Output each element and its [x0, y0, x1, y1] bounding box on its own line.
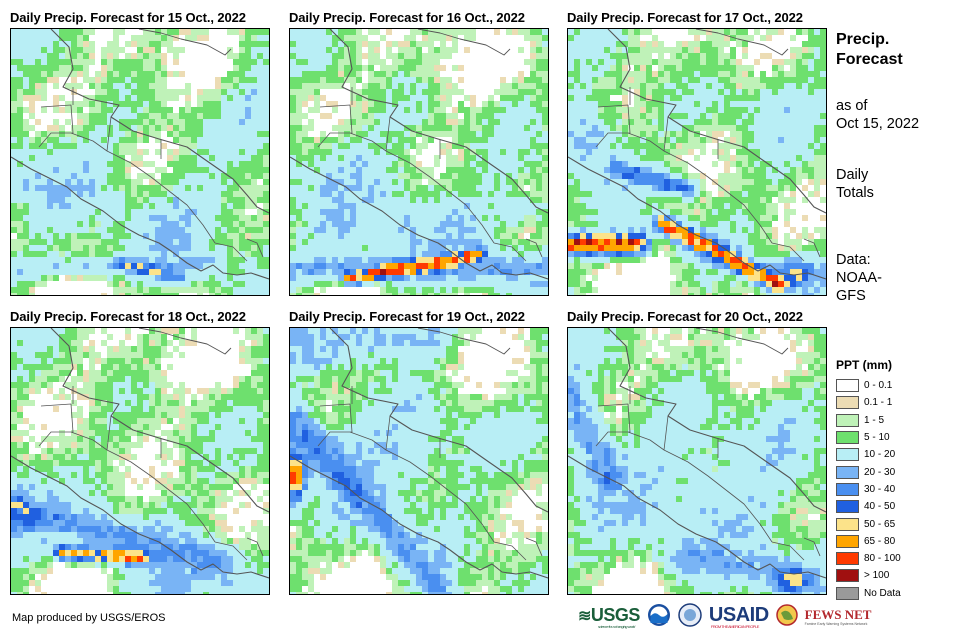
legend-item: 30 - 40	[836, 481, 966, 498]
legend-item: 50 - 65	[836, 515, 966, 532]
forecast-panel-oct20: Daily Precip. Forecast for 20 Oct., 2022	[567, 309, 827, 595]
precip-map[interactable]	[289, 327, 549, 595]
precip-map[interactable]	[567, 327, 827, 595]
fewsnet-logo: FEWS NET Famine Early Warning Systems Ne…	[804, 607, 872, 626]
legend-label: No Data	[864, 587, 901, 599]
forecast-panel-oct17: Daily Precip. Forecast for 17 Oct., 2022	[567, 10, 827, 296]
legend-item: 80 - 100	[836, 550, 966, 567]
forecast-panel-oct19: Daily Precip. Forecast for 19 Oct., 2022	[289, 309, 549, 595]
precip-map[interactable]	[289, 28, 549, 296]
legend-item: 10 - 20	[836, 446, 966, 463]
legend-label: 80 - 100	[864, 553, 901, 565]
legend-item: 0.1 - 1	[836, 394, 966, 411]
legend-swatch	[836, 552, 859, 566]
legend-swatch	[836, 413, 859, 427]
forecast-panel-oct18: Daily Precip. Forecast for 18 Oct., 2022	[10, 309, 270, 595]
legend-label: 0.1 - 1	[864, 397, 893, 409]
precip-map-svg	[568, 328, 826, 594]
panel-title: Daily Precip. Forecast for 17 Oct., 2022	[567, 10, 803, 25]
precip-map-svg	[290, 328, 548, 594]
legend-swatch	[836, 534, 859, 548]
legend-swatch	[836, 482, 859, 496]
legend-item: 40 - 50	[836, 498, 966, 515]
usgs-logo: ≋USGS science for a changing world	[578, 604, 640, 629]
panel-title: Daily Precip. Forecast for 16 Oct., 2022	[289, 10, 525, 25]
legend-swatch	[836, 569, 859, 583]
info-asof: as of Oct 15, 2022	[836, 98, 920, 132]
legend-label: 0 - 0.1	[864, 380, 893, 392]
legend-label: > 100	[864, 570, 890, 582]
panel-title: Daily Precip. Forecast for 15 Oct., 2022	[10, 10, 246, 25]
legend-title: PPT (mm)	[836, 358, 893, 372]
legend-label: 65 - 80	[864, 535, 896, 547]
panel-title: Daily Precip. Forecast for 20 Oct., 2022	[567, 309, 803, 324]
legend-label: 10 - 20	[864, 449, 896, 461]
legend-item: 20 - 30	[836, 463, 966, 480]
panel-title: Daily Precip. Forecast for 18 Oct., 2022	[10, 309, 246, 324]
legend-item: No Data	[836, 585, 966, 602]
legend-swatch	[836, 500, 859, 514]
noaa-logo	[647, 604, 670, 626]
forecast-panel-oct15: Daily Precip. Forecast for 15 Oct., 2022	[10, 10, 270, 296]
legend-swatch	[836, 396, 859, 410]
panel-title: Daily Precip. Forecast for 19 Oct., 2022	[289, 309, 525, 324]
legend-item: 1 - 5	[836, 412, 966, 429]
ppt-legend: PPT (mm) 0 - 0.1 0.1 - 1 1 - 5 5 - 10 10 - 2…	[836, 358, 966, 602]
precip-map[interactable]	[10, 28, 270, 296]
legend-swatch	[836, 431, 859, 445]
fewsnet-globe-icon	[775, 604, 798, 626]
legend-swatch	[836, 586, 859, 600]
legend-label: 30 - 40	[864, 483, 896, 495]
legend-items: 0 - 0.1 0.1 - 1 1 - 5 5 - 10 10 - 20 20 - 30 3…	[836, 377, 966, 602]
legend-item: 5 - 10	[836, 429, 966, 446]
precip-map[interactable]	[567, 28, 827, 296]
legend-label: 40 - 50	[864, 501, 896, 513]
legend-label: 20 - 30	[864, 466, 896, 478]
legend-swatch	[836, 448, 859, 462]
info-title: Precip. Forecast	[836, 31, 903, 68]
legend-item: 65 - 80	[836, 533, 966, 550]
precip-map[interactable]	[10, 327, 270, 595]
precip-map-svg	[11, 29, 269, 295]
legend-item: > 100	[836, 567, 966, 584]
doi-seal-logo	[678, 603, 702, 627]
precip-map-svg	[11, 328, 269, 594]
legend-swatch	[836, 465, 859, 479]
forecast-panel-oct16: Daily Precip. Forecast for 16 Oct., 2022	[289, 10, 549, 296]
legend-swatch	[836, 517, 859, 531]
info-totals: Daily Totals	[836, 167, 874, 201]
precip-map-svg	[290, 29, 548, 295]
map-credit: Map produced by USGS/EROS	[12, 612, 166, 624]
usaid-logo: USAID FROM THE AMERICAN PEOPLE	[708, 603, 769, 629]
legend-label: 1 - 5	[864, 414, 885, 426]
logo-strip: ≋USGS science for a changing world USAID…	[578, 601, 871, 629]
precip-map-svg	[568, 29, 826, 295]
info-data-source: Data: NOAA- GFS	[836, 252, 882, 304]
legend-swatch	[836, 379, 859, 393]
legend-item: 0 - 0.1	[836, 377, 966, 394]
legend-label: 5 - 10	[864, 432, 890, 444]
legend-label: 50 - 65	[864, 518, 896, 530]
